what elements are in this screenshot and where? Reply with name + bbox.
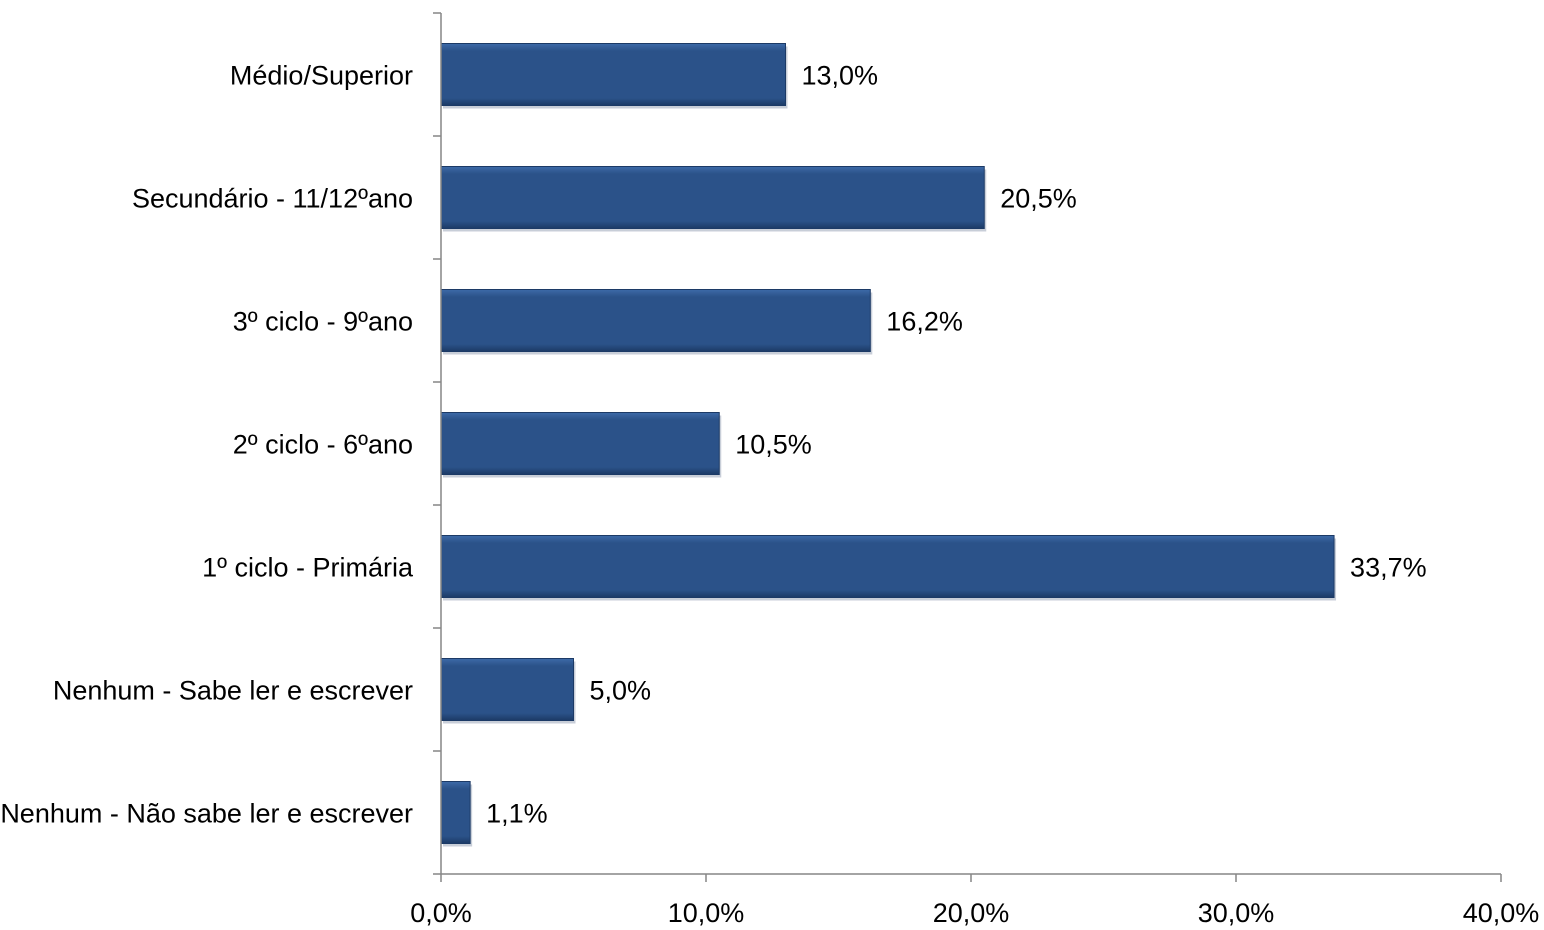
bar (440, 658, 574, 721)
x-tick-label: 30,0% (1198, 898, 1275, 928)
data-label: 5,0% (590, 676, 652, 706)
category-label: 2º ciclo - 6ºano (233, 430, 413, 460)
bar (440, 166, 985, 229)
category-label: Nenhum - Não sabe ler e escrever (0, 799, 413, 829)
bars-group (440, 43, 1337, 847)
data-label: 1,1% (486, 799, 548, 829)
axes-group (433, 12, 1502, 882)
category-label: Secundário - 11/12ºano (132, 184, 413, 214)
bar (440, 412, 720, 475)
labels-group: Médio/Superior 13,0% Secundário - 11/12ºan… (0, 61, 1539, 929)
x-tick-label: 10,0% (668, 898, 745, 928)
data-label: 20,5% (1000, 184, 1077, 214)
category-label: Nenhum - Sabe ler e escrever (53, 676, 413, 706)
data-label: 16,2% (886, 307, 963, 337)
bar (440, 535, 1335, 598)
data-label: 10,5% (735, 430, 812, 460)
x-tick-label: 20,0% (933, 898, 1010, 928)
x-tick-label: 40,0% (1463, 898, 1540, 928)
bar (440, 289, 871, 352)
data-label: 13,0% (802, 61, 879, 91)
data-label: 33,7% (1350, 553, 1427, 583)
bar (440, 781, 471, 844)
category-label: 1º ciclo - Primária (202, 553, 414, 583)
x-tick-label: 0,0% (410, 898, 472, 928)
category-label: Médio/Superior (230, 61, 413, 91)
bar (440, 43, 786, 106)
category-label: 3º ciclo - 9ºano (233, 307, 413, 337)
